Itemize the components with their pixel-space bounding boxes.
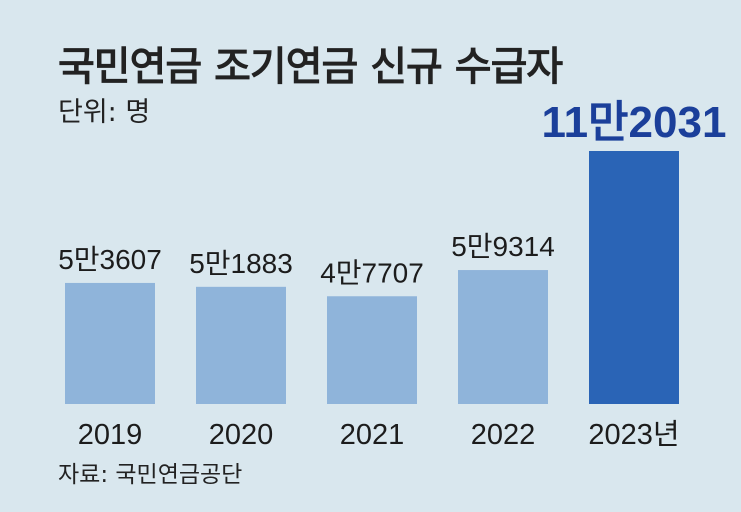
value-label-2023년: 11만2031 (542, 98, 727, 147)
x-tick-label-2019: 2019 (78, 419, 143, 451)
x-tick-label-2022: 2022 (471, 419, 536, 451)
unit-label: 단위: 명 (58, 97, 151, 128)
bar-2021 (327, 296, 417, 404)
x-tick-label-2023년: 2023년 (588, 419, 679, 451)
bar-2020 (196, 286, 286, 404)
value-label-2020: 5만1883 (189, 248, 293, 279)
bar-2022 (458, 270, 548, 404)
value-label-2019: 5만3607 (58, 244, 162, 275)
value-label-2022: 5만9314 (451, 231, 555, 262)
x-tick-label-2021: 2021 (340, 419, 405, 451)
value-label-2021: 4만7707 (320, 257, 424, 288)
chart-title: 국민연금 조기연금 신규 수급자 (58, 44, 563, 90)
bar-2019 (65, 282, 155, 404)
source-label: 자료: 국민연금공단 (58, 462, 243, 488)
bar-2023년 (589, 151, 679, 404)
x-tick-label-2020: 2020 (209, 419, 274, 451)
